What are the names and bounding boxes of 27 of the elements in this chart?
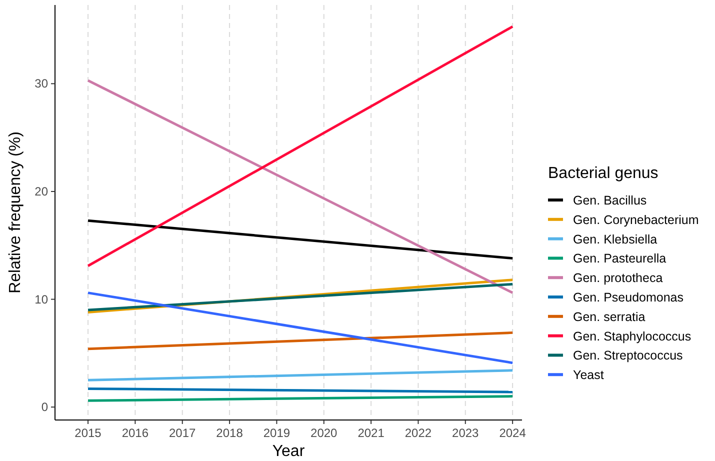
legend-label: Gen. Pseudomonas bbox=[573, 290, 684, 304]
y-tick-label: 10 bbox=[34, 292, 48, 306]
legend-label: Gen. Streptococcus bbox=[573, 348, 683, 363]
legend-label: Gen. Klebsiella bbox=[573, 232, 658, 246]
x-axis-title: Year bbox=[272, 443, 306, 460]
x-tick-label: 2023 bbox=[452, 426, 480, 440]
legend-label: Gen. Staphylococcus bbox=[573, 329, 692, 344]
x-tick-label: 2022 bbox=[404, 426, 432, 440]
y-tick-label: 0 bbox=[41, 400, 48, 414]
x-tick-label: 2019 bbox=[263, 426, 290, 440]
y-tick-label: 20 bbox=[34, 184, 48, 198]
legend-label: Gen. Pasteurella bbox=[573, 252, 666, 266]
x-tick-label: 2018 bbox=[216, 426, 244, 440]
x-tick-label: 2016 bbox=[122, 426, 149, 440]
x-tick-label: 2024 bbox=[499, 426, 526, 440]
legend-label: Gen. Corynebacterium bbox=[573, 212, 699, 227]
x-tick-label: 2017 bbox=[169, 426, 196, 440]
legend-label: Gen. Bacillus bbox=[573, 194, 647, 208]
legend-label: Gen. prototheca bbox=[573, 271, 663, 286]
x-tick-label: 2020 bbox=[310, 426, 338, 440]
x-tick-label: 2015 bbox=[74, 426, 102, 440]
y-axis-title: Relative frequency (%) bbox=[7, 132, 24, 294]
legend-label: Gen. serratia bbox=[573, 310, 646, 324]
legend-title: Bacterial genus bbox=[548, 165, 658, 182]
legend-label: Yeast bbox=[573, 368, 604, 382]
x-tick-label: 2021 bbox=[358, 426, 385, 440]
y-tick-label: 30 bbox=[34, 76, 48, 91]
